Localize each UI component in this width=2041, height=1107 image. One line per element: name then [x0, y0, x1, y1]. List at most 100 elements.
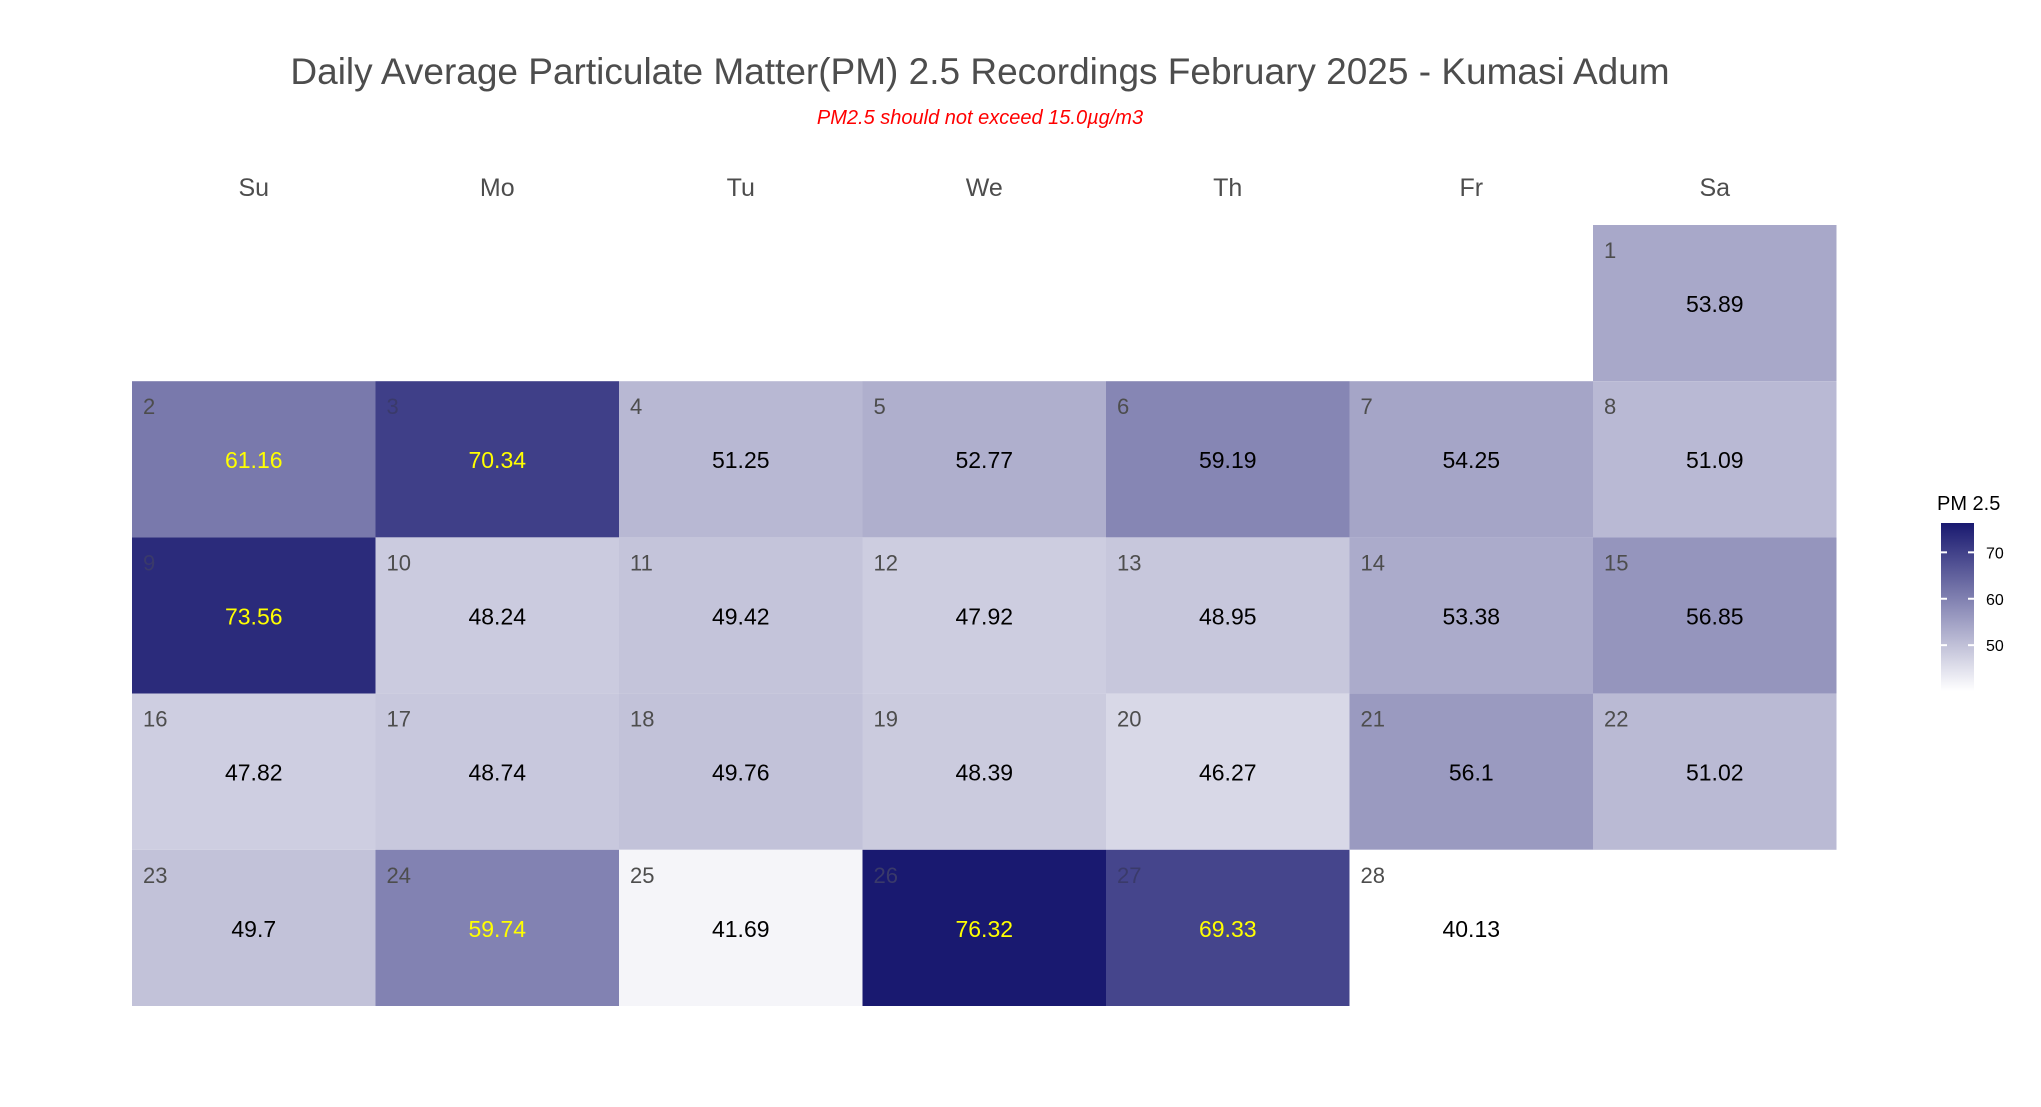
day-tile: [375, 693, 619, 850]
day-value-label: 56.85: [1686, 603, 1744, 629]
day-number: 4: [630, 394, 642, 419]
day-tile: [1106, 849, 1350, 1006]
day-number: 28: [1361, 863, 1385, 888]
day-value-label: 59.19: [1199, 447, 1257, 473]
day-tile: [1349, 693, 1593, 850]
day-value-label: 70.34: [468, 447, 526, 473]
weekday-label-fr: Fr: [1459, 174, 1483, 202]
chart-title: Daily Average Particulate Matter(PM) 2.5…: [290, 51, 1669, 92]
day-number: 22: [1604, 707, 1628, 732]
day-tile: [1593, 225, 1837, 382]
weekday-label-th: Th: [1213, 174, 1242, 202]
day-value-label: 47.82: [225, 760, 283, 786]
calendar-day-cell: 11 49.42: [619, 537, 863, 694]
weekday-label-tu: Tu: [727, 174, 755, 202]
day-number: 2: [143, 394, 155, 419]
day-value-label: 53.89: [1686, 291, 1744, 317]
calendar-day-cell: 22 51.02: [1593, 693, 1837, 850]
day-number: 11: [630, 550, 653, 575]
day-value-label: 54.25: [1442, 447, 1500, 473]
calendar-day-cell: 851.09: [1593, 381, 1837, 538]
day-number: 10: [387, 550, 411, 575]
day-number: 3: [387, 394, 399, 419]
day-tile: [132, 693, 376, 850]
day-tile: [619, 849, 863, 1006]
day-tile: [1593, 693, 1837, 850]
calendar-grid: 153.89261.16370.34451.25552.77659.19754.…: [132, 225, 1837, 1006]
weekday-label-sa: Sa: [1699, 174, 1730, 202]
calendar-day-cell: 16 47.82: [132, 693, 376, 850]
day-number: 26: [874, 863, 898, 888]
day-tile: [619, 381, 863, 538]
calendar-day-cell: 261.16: [132, 381, 376, 538]
day-value-label: 52.77: [955, 447, 1013, 473]
calendar-day-cell: 153.89: [1593, 225, 1837, 382]
day-value-label: 73.56: [225, 603, 283, 629]
day-value-label: 46.27: [1199, 760, 1257, 786]
day-tile: [132, 849, 376, 1006]
day-number: 25: [630, 863, 654, 888]
day-tile: [862, 381, 1106, 538]
day-tile: [862, 537, 1106, 694]
day-tile: [1593, 381, 1837, 538]
color-legend: PM 2.5 50 60 70: [1937, 493, 2004, 691]
day-tile: [375, 381, 619, 538]
calendar-day-cell: 370.34: [375, 381, 619, 538]
day-number: 5: [874, 394, 886, 419]
day-tile: [619, 693, 863, 850]
day-number: 7: [1361, 394, 1373, 419]
chart-subtitle: PM2.5 should not exceed 15.0µg/m3: [817, 107, 1143, 129]
calendar-day-cell: 25 41.69: [619, 849, 863, 1006]
calendar-day-cell: 973.56: [132, 537, 376, 694]
legend-tick-label: 50: [1986, 638, 2004, 655]
day-tile: [1106, 693, 1350, 850]
weekday-header-row: Su Mo Tu We Th Fr Sa: [238, 174, 1730, 202]
day-number: 21: [1361, 707, 1385, 732]
day-number: 14: [1361, 550, 1385, 575]
calendar-day-cell: 26 76.32: [862, 849, 1106, 1006]
legend-tick-label: 60: [1986, 592, 2004, 609]
day-value-label: 49.42: [712, 603, 770, 629]
calendar-day-cell: 10 48.24: [375, 537, 619, 694]
legend-tick-label: 70: [1986, 545, 2004, 562]
day-tile: [132, 537, 376, 694]
calendar-day-cell: 14 53.38: [1349, 537, 1593, 694]
calendar-day-cell: 27 69.33: [1106, 849, 1350, 1006]
day-number: 19: [874, 707, 898, 732]
day-tile: [619, 537, 863, 694]
day-tile: [1349, 537, 1593, 694]
day-number: 27: [1117, 863, 1141, 888]
day-value-label: 51.02: [1686, 760, 1744, 786]
day-tile: [862, 693, 1106, 850]
day-tile: [132, 381, 376, 538]
calendar-day-cell: 24 59.74: [375, 849, 619, 1006]
calendar-day-cell: 21 56.1: [1349, 693, 1593, 850]
legend-color-bar: [1941, 523, 1974, 691]
day-number: 18: [630, 707, 654, 732]
day-tile: [375, 849, 619, 1006]
day-number: 12: [874, 550, 898, 575]
calendar-day-cell: 15 56.85: [1593, 537, 1837, 694]
legend-title: PM 2.5: [1937, 493, 2000, 515]
day-value-label: 40.13: [1442, 916, 1500, 942]
calendar-day-cell: 552.77: [862, 381, 1106, 538]
day-value-label: 51.09: [1686, 447, 1744, 473]
day-value-label: 49.76: [712, 760, 770, 786]
day-tile: [1593, 537, 1837, 694]
calendar-day-cell: 18 49.76: [619, 693, 863, 850]
calendar-day-cell: 451.25: [619, 381, 863, 538]
day-tile: [375, 537, 619, 694]
day-number: 17: [387, 707, 411, 732]
calendar-day-cell: 754.25: [1349, 381, 1593, 538]
day-value-label: 48.24: [468, 603, 526, 629]
day-value-label: 48.74: [468, 760, 526, 786]
day-value-label: 59.74: [468, 916, 526, 942]
day-number: 16: [143, 707, 167, 732]
day-tile: [1349, 849, 1593, 1006]
weekday-label-su: Su: [238, 174, 269, 202]
day-number: 8: [1604, 394, 1616, 419]
day-value-label: 49.7: [231, 916, 276, 942]
day-tile: [862, 849, 1106, 1006]
day-number: 24: [387, 863, 411, 888]
